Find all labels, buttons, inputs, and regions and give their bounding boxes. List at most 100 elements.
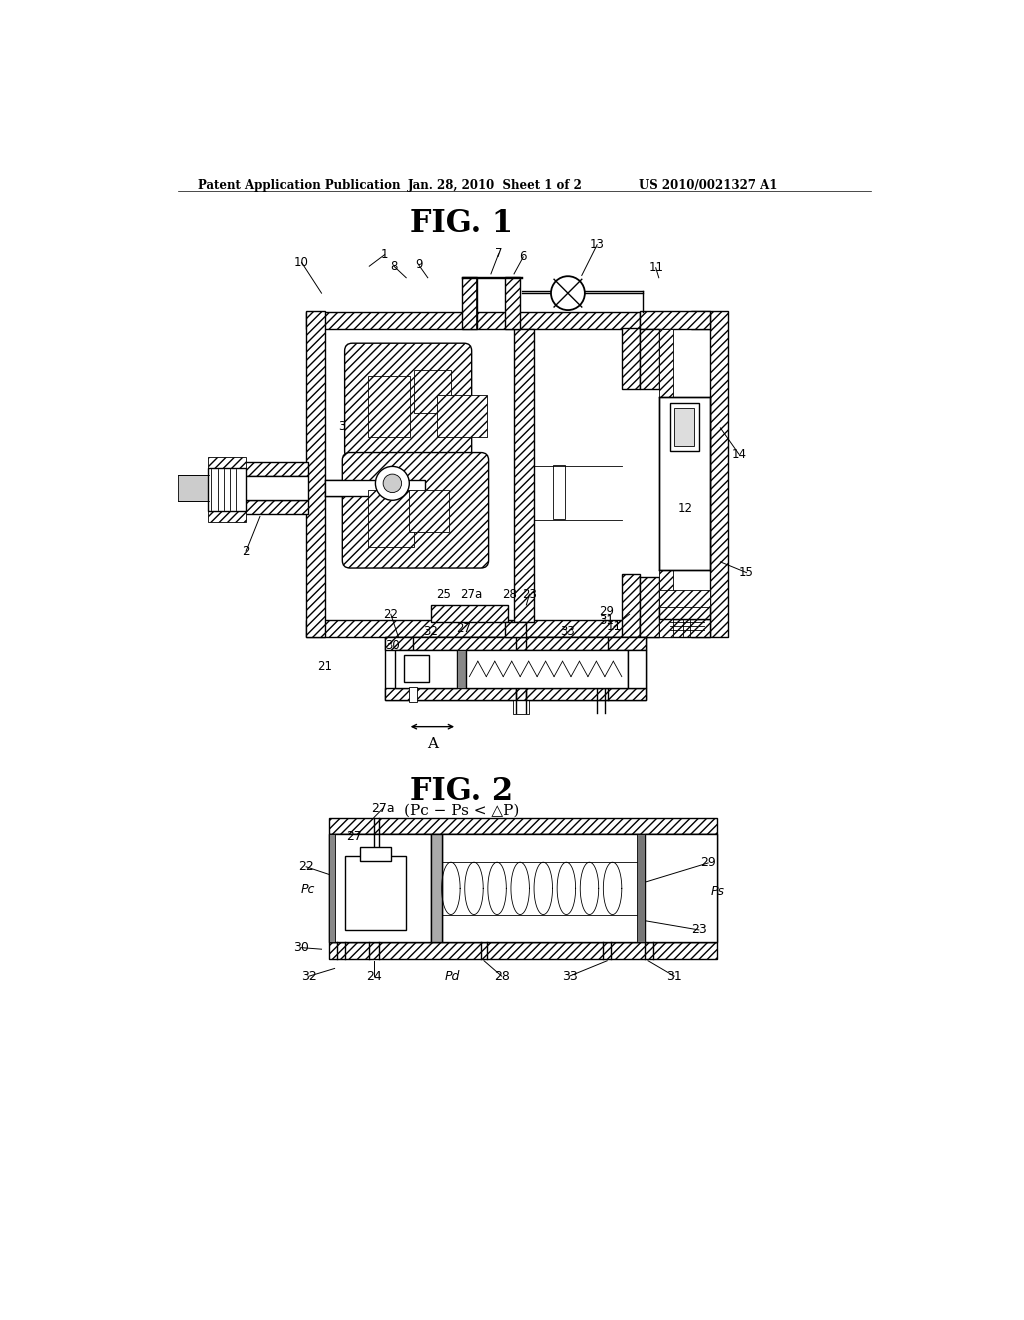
Text: 27a: 27a	[460, 587, 482, 601]
Text: 27: 27	[346, 829, 361, 842]
Bar	[553, 465, 565, 519]
Bar	[441, 834, 640, 942]
Circle shape	[383, 474, 401, 492]
Text: 2: 2	[243, 545, 250, 557]
Text: 29: 29	[700, 857, 716, 870]
Bar	[505, 277, 520, 330]
Bar	[385, 638, 646, 649]
Bar	[385, 688, 646, 701]
Bar	[403, 655, 429, 682]
Bar	[658, 605, 710, 619]
Bar	[330, 834, 336, 942]
Bar	[178, 475, 209, 502]
Text: 1: 1	[381, 248, 388, 261]
Text: Patent Application Publication: Patent Application Publication	[199, 180, 400, 193]
Bar	[466, 649, 628, 688]
Bar	[622, 327, 640, 389]
Text: 28: 28	[494, 970, 510, 982]
Bar	[360, 847, 391, 861]
Text: 23: 23	[691, 924, 707, 936]
Text: 7: 7	[495, 247, 503, 260]
Text: 28: 28	[502, 587, 517, 601]
Text: 24: 24	[366, 970, 382, 982]
Bar	[710, 312, 728, 638]
Bar	[368, 376, 410, 437]
Text: 31: 31	[599, 614, 613, 627]
Text: 33: 33	[560, 624, 575, 638]
Text: 11: 11	[648, 261, 664, 275]
Text: 10: 10	[294, 256, 309, 269]
Bar	[239, 500, 307, 515]
FancyBboxPatch shape	[345, 343, 472, 459]
Bar	[640, 330, 658, 389]
Text: 30: 30	[294, 941, 309, 954]
Bar	[330, 834, 717, 942]
Bar	[658, 330, 673, 397]
Bar	[410, 686, 417, 702]
Text: 5: 5	[381, 515, 388, 528]
Bar	[514, 330, 535, 622]
Bar	[330, 817, 717, 834]
Bar	[658, 570, 673, 638]
Bar	[208, 469, 246, 511]
Text: 27: 27	[456, 622, 471, 635]
Text: US 2010/0021327 A1: US 2010/0021327 A1	[639, 180, 777, 193]
Text: 12: 12	[678, 502, 692, 515]
Bar	[645, 834, 717, 942]
Bar	[513, 701, 528, 714]
Bar	[330, 942, 717, 960]
Text: 4: 4	[364, 366, 372, 379]
Text: (Pc − Ps < △P): (Pc − Ps < △P)	[404, 804, 519, 817]
Circle shape	[551, 276, 585, 310]
Text: 24: 24	[596, 669, 611, 682]
Bar	[239, 475, 307, 500]
FancyBboxPatch shape	[342, 453, 488, 568]
Text: 27a: 27a	[372, 801, 395, 814]
Bar	[410, 490, 450, 532]
Bar	[414, 370, 451, 412]
Bar	[395, 649, 457, 688]
Text: FIG. 2: FIG. 2	[410, 776, 513, 807]
Bar	[674, 408, 694, 446]
Text: 8: 8	[390, 260, 397, 273]
Text: 6: 6	[519, 251, 527, 264]
Bar	[622, 574, 640, 638]
Text: Pc: Pc	[300, 883, 314, 896]
Bar	[330, 834, 431, 942]
Circle shape	[376, 466, 410, 500]
Bar	[325, 480, 425, 496]
Text: 11: 11	[606, 620, 622, 634]
Bar	[640, 577, 658, 638]
Bar	[640, 312, 710, 330]
Bar	[505, 622, 526, 638]
Bar	[431, 834, 441, 942]
Text: 21: 21	[317, 660, 332, 673]
Bar	[457, 649, 466, 688]
Text: 14: 14	[731, 447, 746, 461]
Bar	[385, 638, 646, 701]
Text: 26: 26	[514, 663, 529, 676]
Text: 33: 33	[561, 970, 578, 982]
Bar	[658, 397, 710, 570]
Text: 3: 3	[338, 420, 345, 433]
Text: 15: 15	[739, 566, 754, 579]
Text: A: A	[427, 738, 438, 751]
Bar	[691, 312, 710, 330]
Bar	[306, 620, 640, 638]
Text: 32: 32	[301, 970, 317, 982]
Bar	[628, 649, 646, 688]
Bar	[306, 313, 640, 330]
Bar	[345, 857, 407, 929]
Bar	[637, 834, 645, 942]
Text: 13: 13	[590, 238, 604, 251]
Bar	[658, 590, 710, 607]
Text: 30: 30	[385, 639, 399, 652]
Text: Ps: Ps	[711, 884, 724, 898]
Text: Jan. 28, 2010  Sheet 1 of 2: Jan. 28, 2010 Sheet 1 of 2	[408, 180, 583, 193]
Text: 29: 29	[599, 605, 614, 618]
Bar	[640, 619, 710, 638]
Bar	[691, 619, 710, 638]
Text: 22: 22	[298, 861, 314, 874]
Text: FIG. 1: FIG. 1	[411, 209, 513, 239]
Text: 25: 25	[436, 587, 451, 601]
